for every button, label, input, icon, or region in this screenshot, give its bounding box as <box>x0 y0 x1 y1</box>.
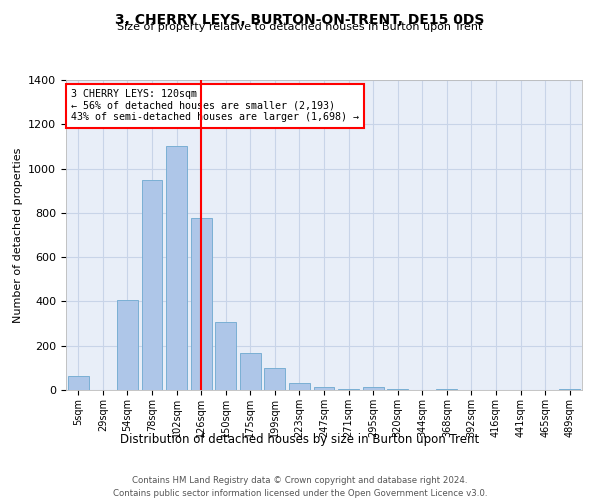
Bar <box>387 389 408 390</box>
Bar <box>142 180 163 390</box>
Text: Contains HM Land Registry data © Crown copyright and database right 2024.: Contains HM Land Registry data © Crown c… <box>132 476 468 485</box>
Text: 3, CHERRY LEYS, BURTON-ON-TRENT, DE15 0DS: 3, CHERRY LEYS, BURTON-ON-TRENT, DE15 0D… <box>115 12 485 26</box>
Bar <box>314 386 334 390</box>
Bar <box>117 300 138 390</box>
Bar <box>289 384 310 390</box>
Bar <box>362 386 383 390</box>
Bar <box>265 368 286 390</box>
Text: Size of property relative to detached houses in Burton upon Trent: Size of property relative to detached ho… <box>118 22 482 32</box>
Text: 3 CHERRY LEYS: 120sqm
← 56% of detached houses are smaller (2,193)
43% of semi-d: 3 CHERRY LEYS: 120sqm ← 56% of detached … <box>71 90 359 122</box>
Bar <box>240 354 261 390</box>
Bar <box>436 389 457 390</box>
Y-axis label: Number of detached properties: Number of detached properties <box>13 148 23 322</box>
Bar <box>215 322 236 390</box>
Bar <box>559 389 580 390</box>
Bar <box>166 146 187 390</box>
Text: Distribution of detached houses by size in Burton upon Trent: Distribution of detached houses by size … <box>121 432 479 446</box>
Bar <box>338 389 359 390</box>
Bar <box>191 218 212 390</box>
Bar <box>68 376 89 390</box>
Text: Contains public sector information licensed under the Open Government Licence v3: Contains public sector information licen… <box>113 489 487 498</box>
